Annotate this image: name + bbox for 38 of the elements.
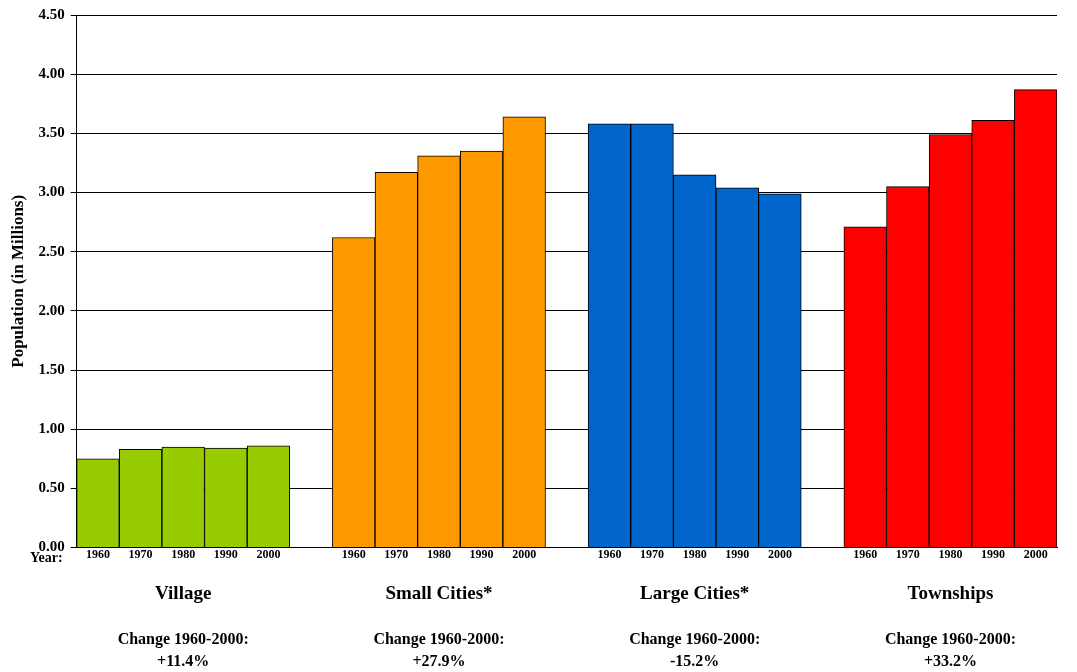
y-tick-label: 3.50 <box>38 124 65 141</box>
x-tick-label: 1990 <box>981 546 1006 561</box>
x-tick-label: 1990 <box>469 546 494 561</box>
text: Change 1960-2000: +27.9% <box>373 629 505 669</box>
x-tick-label: 1980 <box>426 546 451 561</box>
y-tick-label: 0.50 <box>38 479 65 496</box>
x-tick-label: 2000 <box>512 546 537 561</box>
text: Village <box>155 581 212 603</box>
x-tick-label: 1970 <box>895 546 920 561</box>
x-tick-label: 1960 <box>85 546 110 561</box>
x-tick-label: 1990 <box>725 546 750 561</box>
x-tick-label: 1970 <box>128 546 153 561</box>
y-tick-label: 2.50 <box>38 242 65 259</box>
x-tick-label: 1980 <box>682 546 707 561</box>
text: Small Cities* <box>385 581 493 603</box>
y-tick-label: 1.00 <box>38 420 65 437</box>
text: Large Cities* <box>640 581 750 603</box>
x-tick-label: 2000 <box>1023 546 1048 561</box>
text: Townships <box>907 581 994 603</box>
y-tick-label: 2.00 <box>38 301 65 318</box>
text: Change 1960-2000: -15.2% <box>629 629 761 669</box>
x-tick-label: 1990 <box>213 546 238 561</box>
x-tick-label: 1980 <box>171 546 196 561</box>
x-tick-label: 1970 <box>640 546 665 561</box>
x-tick-label: 1960 <box>597 546 622 561</box>
text: Change 1960-2000: +33.2% <box>884 629 1016 669</box>
y-axis-title: Population (in Millions) <box>7 194 27 368</box>
x-tick-label: 2000 <box>256 546 281 561</box>
y-tick-label: 4.50 <box>38 5 65 22</box>
x-tick-label: 1980 <box>938 546 963 561</box>
text: Change 1960-2000: +11.4% <box>117 629 249 669</box>
x-tick-label: 1960 <box>341 546 366 561</box>
y-tick-label: 4.00 <box>38 65 65 82</box>
y-tick-label: 1.50 <box>38 360 65 377</box>
y-tick-label: 3.00 <box>38 183 65 200</box>
x-tick-label: 1960 <box>853 546 878 561</box>
x-tick-label: 1970 <box>384 546 409 561</box>
x-tick-label: 2000 <box>767 546 792 561</box>
